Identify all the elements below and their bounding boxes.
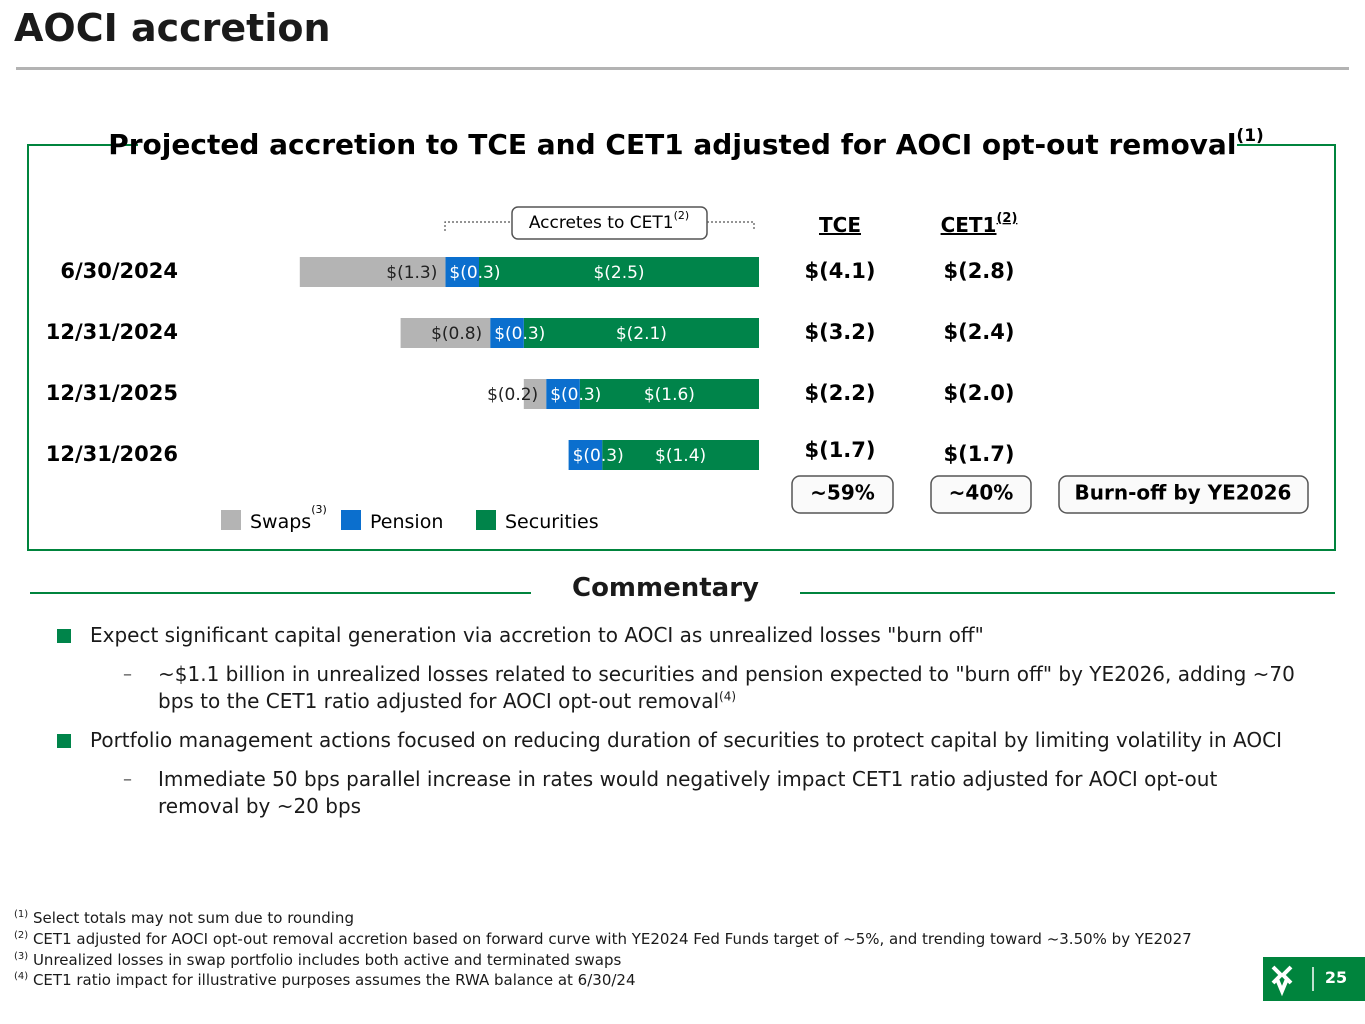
sub-bullet-text: ~$1.1 billion in unrealized losses relat…	[158, 661, 1318, 715]
legend-label: Securities	[505, 511, 599, 533]
sub-bullet-text: Immediate 50 bps parallel increase in ra…	[158, 767, 1218, 818]
column-value: $(3.2)	[804, 320, 875, 344]
bullet	[57, 734, 71, 748]
data-label: $(2.1)	[616, 324, 667, 344]
column-header: CET1(2)	[941, 211, 1018, 237]
bullet-text: Portfolio management actions focused on …	[90, 728, 1282, 752]
footnote-mark: (2)	[14, 930, 29, 941]
footnote-text: CET1 adjusted for AOCI opt-out removal a…	[32, 930, 1192, 948]
data-label: $(0.3)	[449, 263, 500, 283]
data-label: $(0.2)	[487, 385, 538, 405]
bar-segment	[400, 318, 491, 348]
column-value: $(2.2)	[804, 381, 875, 405]
legend-name: Securities	[505, 511, 599, 533]
category-label: 12/31/2026	[46, 442, 178, 466]
bracket-text: Accretes to CET1	[529, 213, 674, 233]
chart-title-sup: (1)	[1236, 126, 1263, 146]
legend-label: Swaps(3)	[250, 503, 327, 533]
sub-text: ~$1.1 billion in unrealized losses relat…	[158, 662, 1295, 713]
chart-title-text: Projected accretion to TCE and CET1 adju…	[108, 128, 1236, 161]
legend-label: Pension	[370, 511, 443, 533]
dash: –	[123, 769, 132, 790]
column-value: $(4.1)	[804, 259, 875, 283]
column-value: $(2.4)	[943, 320, 1014, 344]
badge	[1058, 475, 1309, 514]
column-header-text: CET1	[941, 213, 997, 237]
footnote-mark: (4)	[14, 971, 29, 982]
bar-segment	[299, 257, 446, 287]
legend-swatch	[221, 510, 241, 530]
footnote: (4) CET1 ratio impact for illustrative p…	[14, 971, 636, 989]
data-label: $(0.3)	[550, 385, 601, 405]
category-label: 6/30/2024	[60, 259, 178, 283]
footnote-mark: (3)	[14, 951, 29, 962]
commentary-title: Commentary	[571, 573, 759, 603]
logo-block: 25	[1263, 957, 1365, 1001]
title-rule	[16, 67, 1349, 70]
footnote-mark: (1)	[14, 909, 29, 920]
footnote-text: Select totals may not sum due to roundin…	[32, 909, 354, 927]
sub-sup: (4)	[719, 689, 737, 704]
badge-label: ~40%	[949, 481, 1014, 505]
column-header-text: TCE	[819, 213, 861, 237]
column-value: $(1.7)	[804, 438, 875, 462]
footnote: (2) CET1 adjusted for AOCI opt-out remov…	[14, 930, 1192, 948]
data-label: $(0.8)	[431, 324, 482, 344]
bar-segment	[445, 257, 479, 287]
legend-name: Swaps	[250, 511, 311, 533]
data-label: $(2.5)	[593, 263, 644, 283]
legend-swatch	[341, 510, 361, 530]
bar-segment	[523, 318, 759, 348]
badge	[930, 475, 1032, 514]
bracket-label: Accretes to CET1(2)	[529, 209, 689, 233]
column-value: $(1.7)	[943, 442, 1014, 466]
badge-label: Burn-off by YE2026	[1075, 481, 1292, 505]
bullet	[57, 629, 71, 643]
data-label: $(1.4)	[655, 446, 706, 466]
bar-segment	[568, 440, 603, 470]
bar-segment	[523, 379, 547, 409]
bullet-text: Expect significant capital generation vi…	[90, 623, 984, 647]
bracket-sup: (2)	[674, 209, 690, 222]
dash: –	[123, 664, 132, 685]
legend-sup: (3)	[311, 503, 327, 516]
page-number: 25	[1324, 968, 1348, 987]
badge-label: ~59%	[810, 481, 875, 505]
bracket-box	[511, 206, 708, 240]
data-label: $(1.3)	[386, 263, 437, 283]
footnote: (3) Unrealized losses in swap portfolio …	[14, 951, 621, 969]
logo	[1271, 965, 1314, 997]
footnote-text: CET1 ratio impact for illustrative purpo…	[32, 971, 636, 989]
chart-title: Projected accretion to TCE and CET1 adju…	[108, 126, 1264, 161]
commentary-rule	[30, 592, 531, 594]
page-title: AOCI accretion	[14, 6, 331, 50]
data-label: $(0.3)	[494, 324, 545, 344]
footnote-text: Unrealized losses in swap portfolio incl…	[32, 951, 622, 969]
bar-segment	[602, 440, 759, 470]
logo-mark	[1271, 965, 1293, 997]
bar-segment	[479, 257, 759, 287]
legend-swatch	[476, 510, 496, 530]
category-label: 12/31/2024	[46, 320, 178, 344]
category-label: 12/31/2025	[46, 381, 178, 405]
column-header: TCE	[819, 213, 861, 237]
chart-frame	[27, 144, 1336, 551]
column-value: $(2.0)	[943, 381, 1014, 405]
bar-segment	[546, 379, 580, 409]
bar-segment	[490, 318, 524, 348]
column-header-sup: (2)	[996, 211, 1017, 226]
column-value: $(2.8)	[943, 259, 1014, 283]
data-label: $(1.6)	[644, 385, 695, 405]
legend-name: Pension	[370, 511, 443, 533]
data-label: $(0.3)	[573, 446, 624, 466]
footnote: (1) Select totals may not sum due to rou…	[14, 909, 354, 927]
bracket	[444, 221, 755, 231]
badge	[791, 475, 894, 514]
bar-segment	[579, 379, 759, 409]
commentary-rule	[800, 592, 1335, 594]
